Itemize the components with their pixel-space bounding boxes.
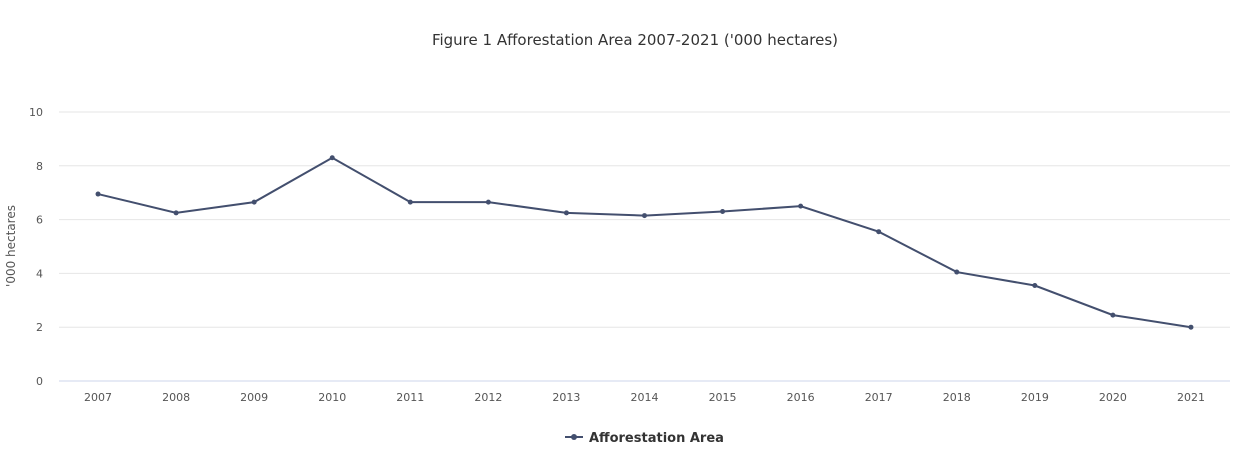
y-axis-ticks: 0 2 4 6 8 10 — [29, 106, 43, 388]
x-tick-label: 2014 — [631, 391, 659, 404]
chart-title: Figure 1 Afforestation Area 2007-2021 ('… — [432, 31, 838, 49]
x-axis-ticks: 2007 2008 2009 2010 2011 2012 2013 2014 2015 2016… — [84, 391, 1205, 404]
data-point[interactable] — [876, 229, 882, 235]
y-axis-label: '000 hectares — [4, 205, 18, 287]
y-tick-label: 8 — [36, 160, 43, 173]
data-point[interactable] — [1110, 312, 1116, 318]
y-tick-label: 6 — [36, 214, 43, 227]
legend-label: Afforestation Area — [589, 431, 724, 446]
x-tick-label: 2015 — [709, 391, 737, 404]
x-tick-label: 2021 — [1177, 391, 1205, 404]
data-point[interactable] — [251, 199, 257, 205]
y-tick-label: 2 — [36, 321, 43, 334]
x-tick-label: 2016 — [787, 391, 815, 404]
data-point[interactable] — [720, 209, 726, 215]
x-tick-label: 2011 — [396, 391, 424, 404]
x-tick-label: 2020 — [1099, 391, 1127, 404]
data-point[interactable] — [407, 199, 413, 205]
data-point[interactable] — [95, 191, 101, 197]
x-tick-label: 2007 — [84, 391, 112, 404]
x-tick-label: 2018 — [943, 391, 971, 404]
legend[interactable]: Afforestation Area — [565, 431, 724, 446]
data-point[interactable] — [1032, 283, 1038, 289]
legend-marker — [571, 434, 577, 440]
x-tick-label: 2019 — [1021, 391, 1049, 404]
series-line[interactable] — [97, 156, 1192, 329]
data-point[interactable] — [1188, 324, 1194, 330]
series-layer — [95, 155, 1194, 330]
x-tick-label: 2017 — [865, 391, 893, 404]
y-tick-label: 0 — [36, 375, 43, 388]
grid-lines — [59, 111, 1230, 382]
data-point[interactable] — [173, 210, 179, 216]
x-tick-label: 2010 — [318, 391, 346, 404]
data-point[interactable] — [798, 203, 804, 209]
x-tick-label: 2013 — [552, 391, 580, 404]
data-point[interactable] — [642, 213, 647, 219]
y-tick-label: 10 — [29, 106, 43, 119]
y-tick-label: 4 — [36, 267, 43, 280]
x-tick-label: 2009 — [240, 391, 268, 404]
data-point[interactable] — [563, 210, 569, 216]
x-tick-label: 2008 — [162, 391, 190, 404]
data-point[interactable] — [954, 269, 960, 275]
data-point[interactable] — [329, 155, 335, 161]
data-point[interactable] — [485, 199, 491, 205]
x-tick-label: 2012 — [474, 391, 502, 404]
